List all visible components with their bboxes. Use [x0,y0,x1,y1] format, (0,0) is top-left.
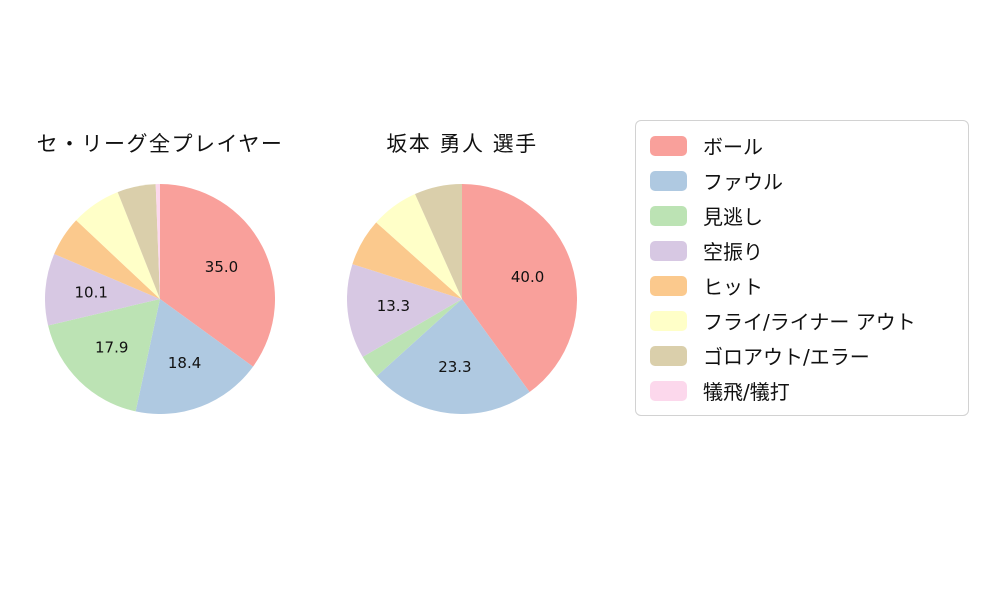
pie-slice-4 [352,222,462,299]
legend-item-4: ヒット [636,268,968,303]
pie-value-label: 10.1 [74,284,107,302]
pie-slice-0 [160,184,275,367]
pie-slice-5 [76,192,160,299]
legend-swatch [650,170,687,191]
legend: ボールファウル見逃し空振りヒットフライ/ライナー アウト ゴロアウト/エラー 犠飛/… [635,120,969,416]
pie-chart-player: 40.0 23.3 13.3 [347,184,577,414]
pie-value-label: 40.0 [511,268,544,286]
legend-label: 空振り [703,240,763,264]
legend-item-5: フライ/ライナー アウト [636,303,968,338]
pie-slice-3 [347,264,462,357]
legend-item-1: ファウル [636,163,968,198]
pie-title-player: 坂本 勇人 選手 [386,132,538,156]
pie-slice-7 [155,184,160,299]
legend-item-3: 空振り [636,233,968,268]
legend-swatch [650,205,687,226]
pie-value-label: 13.3 [377,297,410,315]
legend-label: フライ/ライナー アウト [703,310,916,334]
legend-swatch [650,345,687,366]
pie-slice-0 [462,184,577,393]
pie-slice-2 [48,299,161,412]
legend-item-6: ゴロアウト/エラー [636,338,968,373]
legend-swatch [650,275,687,296]
pie-slice-4 [54,220,160,299]
legend-label: ボール [703,135,763,159]
pie-slice-3 [45,253,160,326]
pie-value-label: 35.0 [205,258,238,276]
legend-label: ファウル [703,170,783,194]
legend-item-0: ボール [636,128,968,163]
legend-swatch [650,380,687,401]
pie-title-league: セ・リーグ全プレイヤー [36,132,284,156]
legend-swatch [650,310,687,331]
legend-label: ゴロアウト/エラー [703,345,870,369]
pie-slice-1 [135,299,254,414]
legend-item-2: 見逃し [636,198,968,233]
pie-slice-5 [376,194,462,299]
legend-label: ヒット [703,275,763,299]
pie-value-label: 18.4 [168,354,201,372]
pie-value-label: 23.3 [438,358,471,376]
pie-slice-6 [415,184,462,299]
legend-label: 犠飛/犠打 [703,380,790,404]
pie-chart-league: 35.0 18.4 17.9 10.1 [45,184,275,414]
pie-slice-2 [362,299,462,377]
pie-slice-6 [117,184,160,299]
legend-swatch [650,240,687,261]
pie-value-label: 17.9 [95,339,128,357]
pie-slice-1 [376,299,530,414]
legend-item-7: 犠飛/犠打 [636,373,968,408]
legend-swatch [650,135,687,156]
legend-label: 見逃し [703,205,763,229]
